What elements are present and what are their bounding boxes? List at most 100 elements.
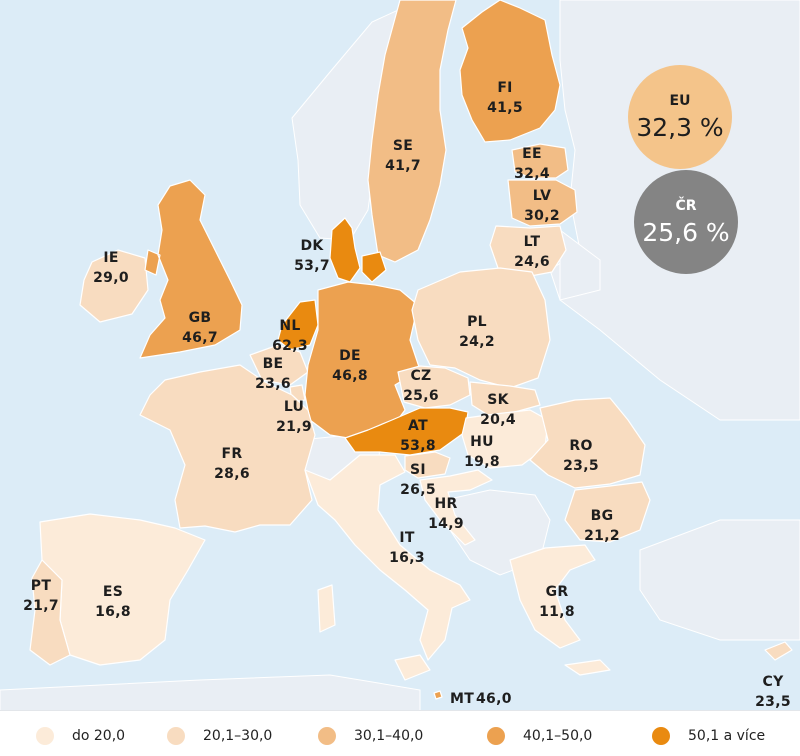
label-be: BE 23,6: [255, 356, 291, 392]
country-shape-pt: [29, 559, 71, 666]
legend-item-2: 20,1–30,0: [167, 725, 272, 747]
cz-badge-value: 25,6 %: [642, 217, 730, 247]
label-value: 20,4: [480, 412, 516, 428]
label-value: 24,2: [459, 334, 495, 350]
label-value: 21,9: [276, 419, 312, 435]
country-shape-hr: [419, 469, 493, 546]
label-code: HR: [434, 496, 457, 512]
label-value: 23,6: [255, 376, 291, 392]
label-value: 11,8: [539, 604, 575, 620]
label-bg: BG 21,2: [584, 508, 620, 544]
label-hr: HR 14,9: [428, 496, 464, 532]
legend-item-4: 40,1–50,0: [487, 725, 592, 747]
legend-swatch-icon: [318, 727, 336, 745]
country-shape-ro: [529, 397, 646, 489]
label-ie: IE 29,0: [93, 250, 129, 286]
label-value: 28,6: [214, 466, 250, 482]
country-shape-pl: [411, 267, 551, 389]
label-code: LV: [533, 188, 551, 204]
map-legend: do 20,0 20,1–30,0 30,1–40,0 40,1–50,0 50…: [0, 710, 800, 756]
label-code: DE: [339, 348, 361, 364]
country-shape-se: [367, 0, 457, 263]
label-pt: PT 21,7: [23, 578, 59, 614]
label-code: LT: [524, 234, 541, 250]
legend-swatch-icon: [652, 727, 670, 745]
country-shape-cz: [397, 365, 471, 409]
label-fr: FR 28,6: [214, 446, 250, 482]
label-value: 19,8: [464, 454, 500, 470]
legend-label: 40,1–50,0: [523, 728, 593, 744]
label-code: NL: [279, 318, 300, 334]
legend-item-3: 30,1–40,0: [318, 725, 423, 747]
legend-label: 50,1 a více: [688, 728, 766, 744]
label-value: 21,2: [584, 528, 620, 544]
label-lv: LV 30,2: [524, 188, 560, 224]
eu-badge-code: EU: [669, 92, 691, 109]
label-sk: SK 20,4: [480, 392, 516, 428]
label-value: 46,0: [476, 691, 512, 707]
label-code: FR: [222, 446, 243, 462]
label-mt: MT 46,0: [450, 691, 512, 707]
label-code: IT: [399, 530, 415, 546]
label-se: SE 41,7: [385, 138, 421, 174]
label-code: PT: [31, 578, 52, 594]
label-pl: PL 24,2: [459, 314, 495, 350]
country-shape-nl: [277, 299, 319, 351]
land-russia-kaliningrad: [559, 229, 601, 301]
label-code: RO: [569, 438, 592, 454]
label-code: SI: [410, 462, 426, 478]
label-fi: FI 41,5: [487, 80, 523, 116]
label-value: 23,5: [755, 694, 791, 710]
label-value: 32,4: [514, 166, 550, 182]
label-at: AT 53,8: [400, 418, 435, 454]
country-shape-ee: [511, 143, 569, 179]
label-value: 16,3: [389, 550, 425, 566]
label-nl: NL 62,3: [272, 318, 308, 354]
label-value: 62,3: [272, 338, 308, 354]
legend-swatch-icon: [487, 727, 505, 745]
label-lt: LT 24,6: [514, 234, 550, 270]
label-value: 30,2: [524, 208, 560, 224]
label-code: SK: [487, 392, 509, 408]
legend-swatch-icon: [167, 727, 185, 745]
label-value: 41,7: [385, 158, 421, 174]
label-value: 24,6: [514, 254, 550, 270]
label-hu: HU 19,8: [464, 434, 500, 470]
label-value: 29,0: [93, 270, 129, 286]
label-code: PL: [467, 314, 487, 330]
label-code: MT: [450, 691, 474, 707]
label-code: FI: [497, 80, 512, 96]
country-shape-ie: [79, 249, 149, 323]
label-value: 21,7: [23, 598, 59, 614]
cz-badge-code: ČR: [675, 197, 697, 214]
label-cz: CZ 25,6: [403, 368, 438, 404]
label-gr: GR 11,8: [539, 584, 575, 620]
label-value: 53,7: [294, 258, 330, 274]
label-it: IT 16,3: [389, 530, 425, 566]
label-value: 41,5: [487, 100, 523, 116]
label-es: ES 16,8: [95, 584, 131, 620]
country-shape-it: [304, 454, 471, 681]
cz-value-badge: ČR 25,6 %: [634, 170, 738, 274]
country-shape-fr: [139, 364, 316, 533]
eu-countries: [29, 0, 793, 700]
land-north-africa: [0, 674, 421, 713]
label-code: SE: [393, 138, 413, 154]
label-value: 16,8: [95, 604, 131, 620]
country-shape-fi: [459, 0, 561, 143]
legend-item-5: 50,1 a více: [652, 725, 765, 747]
label-code: BE: [263, 356, 284, 372]
label-code: LU: [284, 399, 304, 415]
label-code: CZ: [410, 368, 431, 384]
eu-average-badge: EU 32,3 %: [628, 65, 732, 169]
label-value: 46,7: [182, 330, 218, 346]
label-si: SI 26,5: [400, 462, 435, 498]
country-shape-mt: [433, 690, 443, 700]
label-de: DE 46,8: [332, 348, 368, 384]
label-value: 46,8: [332, 368, 368, 384]
label-value: 14,9: [428, 516, 464, 532]
legend-swatch-icon: [36, 727, 54, 745]
label-cy: CY 23,5: [755, 674, 791, 710]
label-code: BG: [591, 508, 614, 524]
